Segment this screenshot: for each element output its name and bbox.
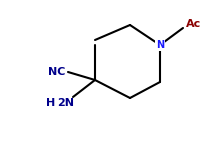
Text: NC: NC <box>48 67 65 77</box>
Text: Ac: Ac <box>186 19 201 29</box>
Text: N: N <box>156 40 164 50</box>
Text: 2N: 2N <box>57 98 74 108</box>
Text: H: H <box>46 98 55 108</box>
